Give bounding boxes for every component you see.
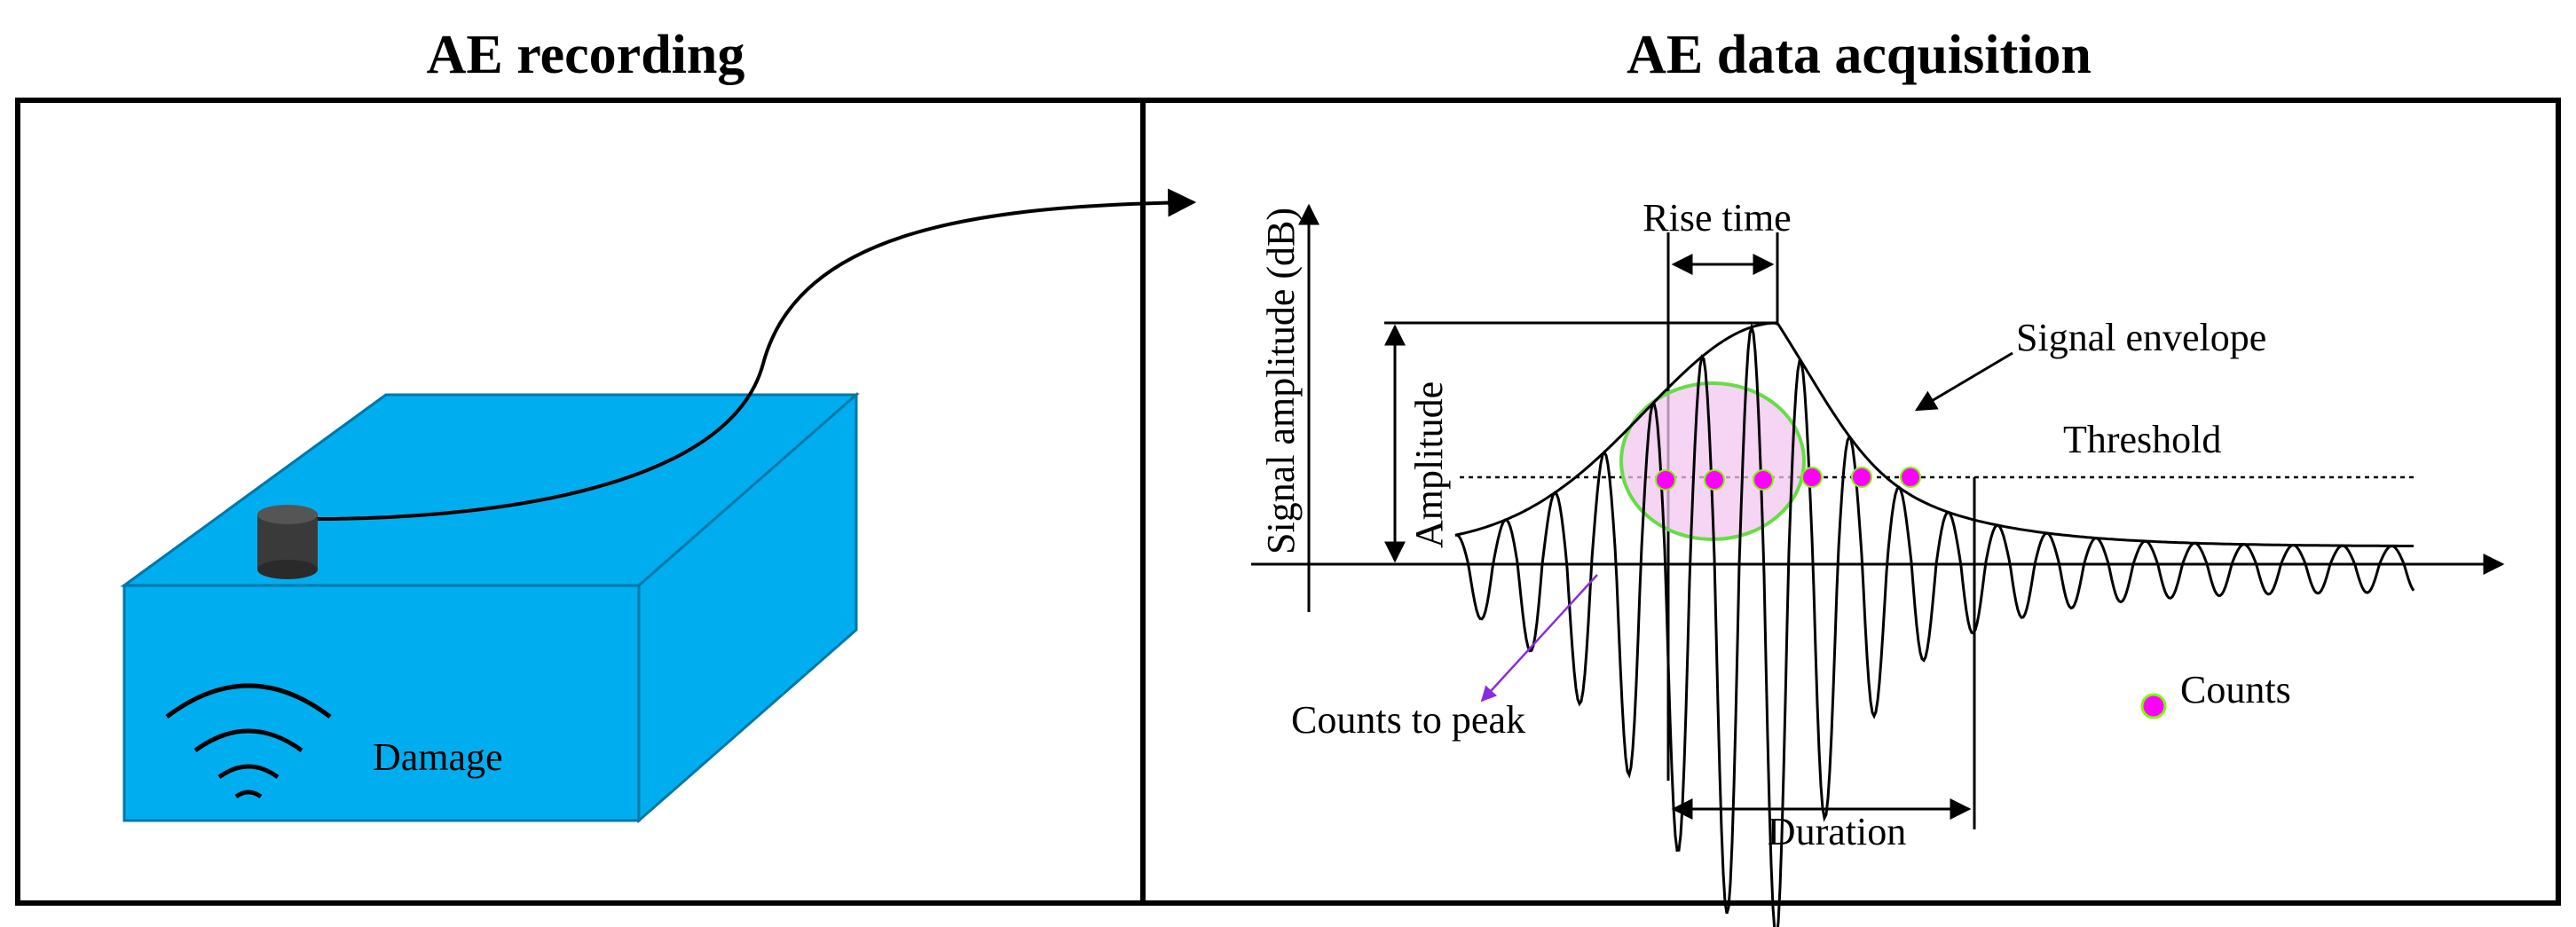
count-markers — [1655, 467, 1921, 491]
y-axis-label: Signal amplitude (dB) — [1259, 208, 1303, 554]
damage-label: Damage — [373, 735, 503, 779]
count-marker — [1801, 467, 1823, 488]
counts-to-peak-pointer — [1480, 574, 1598, 703]
right-panel-frame — [1140, 98, 2561, 906]
count-marker — [1851, 467, 1872, 488]
specimen-front-face — [122, 584, 641, 822]
duration-label: Duration — [1768, 810, 1906, 853]
sensor-icon — [257, 505, 318, 579]
right-panel-title: AE data acquisition — [1627, 25, 2092, 85]
signal-envelope-curve — [1454, 321, 2414, 547]
counts-legend-marker — [2140, 693, 2167, 719]
count-marker — [1900, 467, 1921, 488]
specimen-side-face — [637, 391, 858, 824]
sensor-cable — [317, 188, 1197, 521]
amplitude-label: Amplitude — [1407, 381, 1451, 548]
count-marker — [1753, 469, 1774, 491]
damage-wave-icon — [165, 683, 332, 799]
left-panel-title: AE recording — [427, 25, 745, 85]
count-marker — [1655, 469, 1676, 491]
threshold-label: Threshold — [2063, 418, 2221, 461]
ae-waveform — [1454, 322, 2415, 927]
rise-time-label: Rise time — [1642, 196, 1791, 240]
envelope-pointer-arrow — [1914, 351, 2013, 412]
count-marker — [1704, 469, 1725, 491]
counts-legend-label: Counts — [2180, 668, 2291, 711]
counts-to-peak-label: Counts to peak — [1291, 698, 1525, 742]
envelope-label: Signal envelope — [2016, 316, 2266, 359]
